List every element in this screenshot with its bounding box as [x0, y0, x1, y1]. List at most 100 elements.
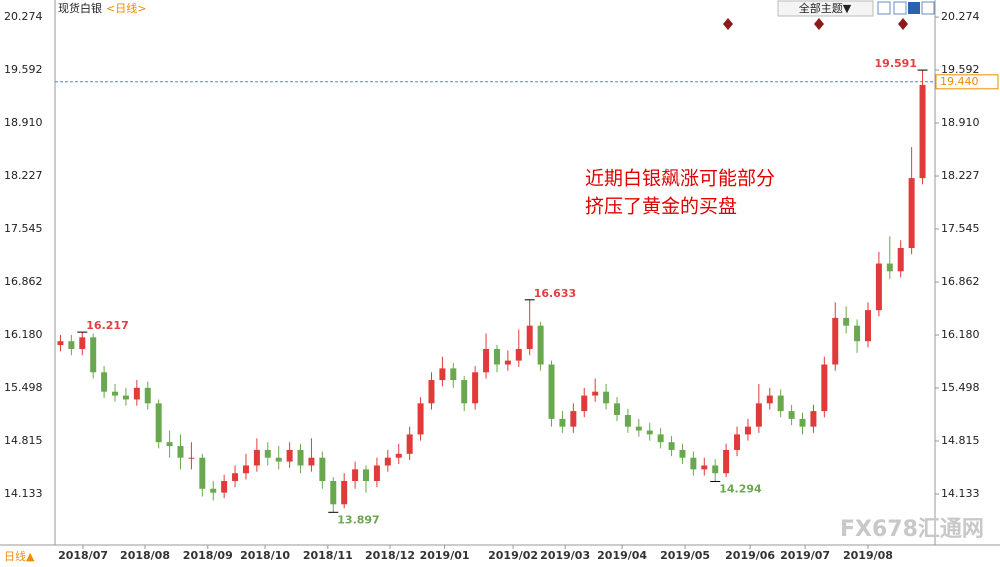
- candle-body: [450, 368, 457, 381]
- candle-body: [712, 465, 719, 474]
- candle-body: [363, 469, 370, 482]
- x-tick-label: 2018/07: [58, 549, 108, 562]
- y-tick-label: 17.545: [941, 222, 980, 235]
- candle-body: [384, 457, 391, 466]
- x-tick-label: 2018/12: [365, 549, 415, 562]
- candle-body: [537, 325, 544, 365]
- candle-body: [122, 395, 129, 400]
- candle-body: [166, 442, 173, 447]
- candle-body: [875, 263, 882, 311]
- candle-body: [493, 348, 500, 365]
- y-tick-label: 16.180: [4, 328, 43, 341]
- candle-body: [646, 430, 653, 435]
- candle-body: [275, 457, 282, 462]
- theme-button[interactable]: 全部主题▼: [799, 1, 852, 15]
- y-tick-label: 14.815: [941, 434, 980, 447]
- candle-body: [319, 457, 326, 482]
- annotation-line: 近期白银飙涨可能部分: [585, 168, 775, 190]
- candle-body: [723, 449, 730, 474]
- y-tick-label: 19.592: [4, 63, 43, 76]
- last-price-label: 19.440: [940, 75, 979, 88]
- last-price-box: [935, 74, 999, 90]
- candle-body: [112, 391, 119, 396]
- theme-button-box[interactable]: [777, 0, 874, 17]
- chart-title: 现货白银: [58, 1, 102, 15]
- icon[interactable]: [877, 1, 891, 15]
- y-tick-label: 18.227: [941, 169, 980, 182]
- y-tick-label: 20.274: [941, 10, 980, 23]
- high-label: 19.591: [875, 57, 917, 70]
- candle-body: [439, 368, 446, 381]
- y-tick-label: 19.592: [941, 63, 980, 76]
- candle-body: [253, 449, 260, 466]
- candle-body: [821, 364, 828, 412]
- x-tick-label: 2018/08: [120, 549, 170, 562]
- y-tick-label: 14.133: [941, 487, 980, 500]
- icon[interactable]: [893, 1, 907, 15]
- x-tick-label: 2019/07: [780, 549, 830, 562]
- candle-body: [188, 457, 195, 459]
- period-button[interactable]: 日线▲: [4, 549, 35, 563]
- icon[interactable]: [921, 1, 935, 15]
- candle-body: [668, 442, 675, 450]
- candle-body: [799, 418, 806, 427]
- event-markers: [723, 18, 908, 30]
- candle-body: [428, 380, 435, 404]
- candle-body: [843, 317, 850, 326]
- candle-body: [133, 387, 140, 400]
- candle-body: [592, 391, 599, 396]
- candle-body: [406, 434, 413, 454]
- candle-body: [352, 469, 359, 482]
- candle-body: [341, 481, 348, 505]
- y-tick-label: 18.910: [941, 116, 980, 129]
- y-tick-label: 18.227: [4, 169, 43, 182]
- candle-body: [570, 411, 577, 427]
- y-tick-label: 14.815: [4, 434, 43, 447]
- x-tick-label: 2019/03: [540, 549, 590, 562]
- candle-body: [57, 341, 64, 346]
- annotation-line: 挤压了黄金的买盘: [585, 196, 737, 218]
- candle-body: [472, 372, 479, 404]
- candle-body: [144, 387, 151, 404]
- candle-body: [559, 418, 566, 427]
- x-tick-label: 2019/08: [843, 549, 893, 562]
- period-label: <日线>: [106, 1, 146, 15]
- candle-body: [624, 414, 631, 427]
- candle-body: [417, 403, 424, 435]
- y-tick-label: 16.862: [941, 275, 980, 288]
- candle-body: [635, 426, 642, 431]
- y-tick-label: 14.133: [4, 487, 43, 500]
- candle-body: [395, 453, 402, 458]
- candle-body: [755, 403, 762, 427]
- candle-body: [908, 178, 915, 249]
- icon[interactable]: [908, 2, 920, 14]
- candle-body: [515, 348, 522, 361]
- candle-body: [810, 411, 817, 427]
- candle-body: [373, 465, 380, 482]
- x-tick-label: 2019/06: [725, 549, 775, 562]
- y-tick-label: 16.862: [4, 275, 43, 288]
- low-label: 14.294: [719, 482, 762, 495]
- candle-body: [297, 449, 304, 466]
- candle-body: [919, 84, 926, 179]
- x-tick-label: 2018/10: [240, 549, 290, 562]
- candle-body: [613, 403, 620, 415]
- candle-body: [766, 395, 773, 404]
- candle-body: [242, 465, 249, 474]
- candle-body: [526, 325, 533, 349]
- y-tick-label: 17.545: [4, 222, 43, 235]
- candle-body: [854, 325, 861, 342]
- x-tick-label: 2018/09: [183, 549, 233, 562]
- candle-body: [308, 457, 315, 466]
- candle-body: [788, 411, 795, 419]
- candle-body: [210, 488, 217, 493]
- candle-body: [155, 403, 162, 443]
- x-tick-label: 2019/04: [597, 549, 647, 562]
- high-label: 16.217: [86, 319, 128, 332]
- candle-body: [581, 395, 588, 412]
- candle-body: [734, 434, 741, 450]
- candle-body: [690, 457, 697, 470]
- candle-body: [504, 360, 511, 365]
